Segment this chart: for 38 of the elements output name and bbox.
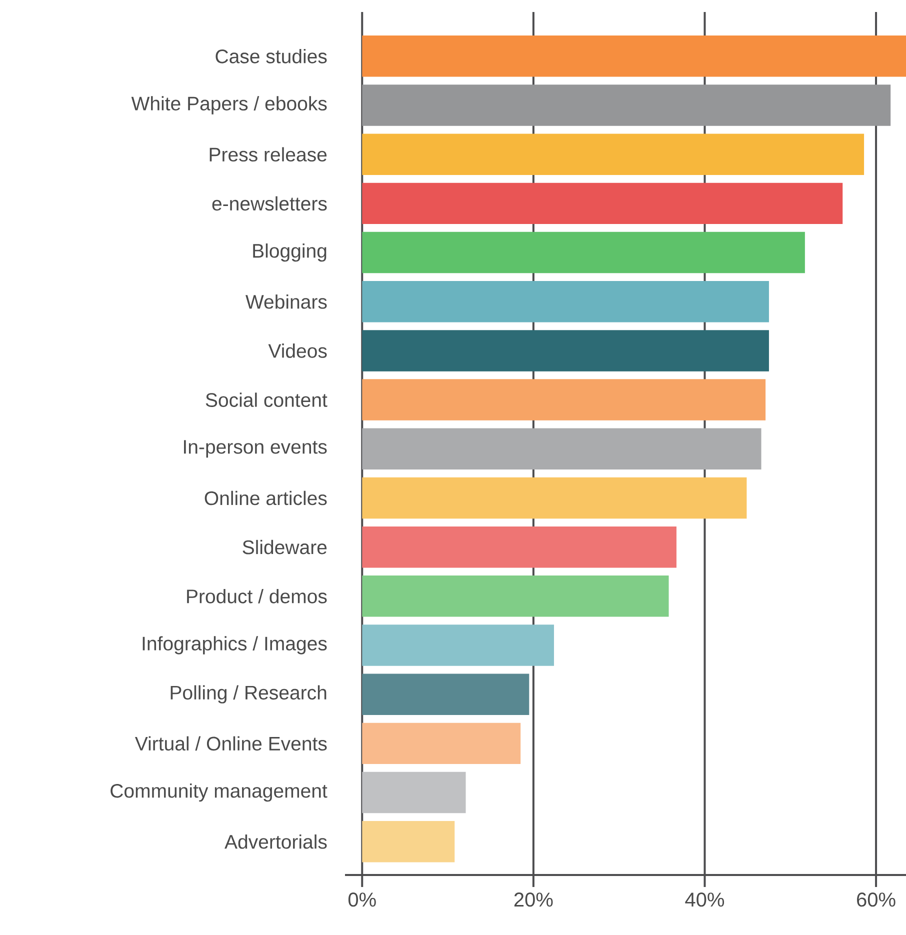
x-tick-label: 60% [857,892,896,907]
y-tick-label: e-newsletters [212,196,327,211]
bar [362,772,466,814]
x-tick-label: 0% [348,892,376,907]
y-tick-label: Advertorials [224,834,327,849]
bar [362,36,906,77]
bar [362,624,554,666]
bar [362,379,766,420]
y-tick-label: Blogging [253,243,326,262]
bar [362,281,769,322]
bar [362,232,805,274]
y-tick-label: White Papers / ebooks [131,96,327,114]
bar [362,134,864,175]
bar [362,428,762,470]
bar [362,821,455,862]
y-tick-label: Case studies [216,49,327,64]
bar [362,674,530,715]
x-tick-label: 40% [685,892,724,907]
bar [362,576,669,617]
y-tick-label: Online articles [204,490,327,506]
y-tick-label: In-person events [184,440,327,458]
y-tick-label: Social content [206,392,328,407]
y-tick-label: Community management [110,783,328,802]
y-tick-label: Press release [210,147,327,162]
bar [362,722,521,764]
y-tick-label: Product / demos [187,589,327,604]
y-tick-label: Videos [268,344,327,358]
y-tick-label: Polling / Research [170,685,326,704]
bar [362,526,676,568]
y-tick-label: Webinars [246,294,327,309]
bar [362,182,843,224]
y-tick-label: Infographics / Images [142,636,327,654]
bar [362,330,769,372]
bar [362,477,747,519]
bar [362,84,891,126]
y-tick-label: Virtual / Online Events [134,736,327,751]
x-tick-label: 20% [514,892,553,907]
y-tick-label: Slideware [242,540,327,554]
